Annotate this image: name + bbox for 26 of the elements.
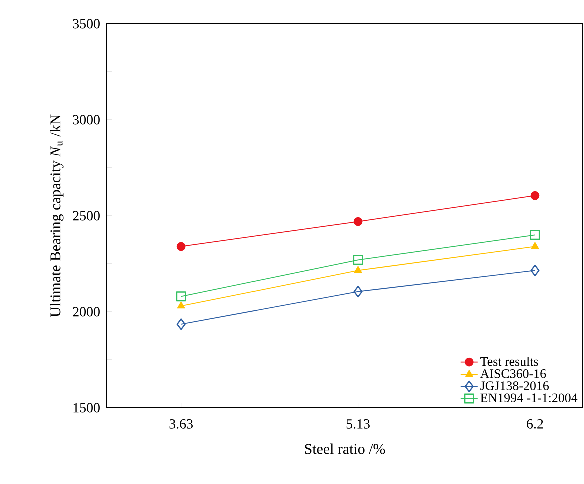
legend-label: AISC360-16 (480, 370, 546, 378)
y-tick-label: 3000 (73, 115, 100, 125)
point (176, 318, 186, 330)
point (354, 286, 363, 298)
point (354, 217, 363, 226)
x-axis-title: Steel ratio /% (305, 444, 386, 454)
point (531, 242, 540, 250)
x-tick-label: 6.2 (527, 419, 544, 429)
legend-label: JGJ138-2016 (480, 382, 550, 390)
legend-label: EN1994 -1-1:2004 (480, 394, 578, 403)
x-tick-label: 3.63 (170, 419, 193, 429)
point (530, 264, 540, 277)
point (354, 266, 362, 274)
point (177, 302, 186, 309)
point (530, 230, 540, 240)
y-tick-label: 2000 (73, 307, 100, 317)
y-tick-label: 3500 (73, 19, 100, 29)
legend-label: Test results (480, 357, 538, 366)
point (176, 242, 186, 252)
x-tick-label: 5.13 (346, 419, 370, 429)
point (176, 292, 186, 302)
point (530, 191, 540, 200)
y-tick-label: 1500 (74, 403, 100, 413)
y-tick-label: 2500 (73, 211, 100, 221)
y-axis-title: Ultimate Bearing capacity N$_{u}$ /kN (50, 114, 64, 318)
point (353, 255, 364, 266)
